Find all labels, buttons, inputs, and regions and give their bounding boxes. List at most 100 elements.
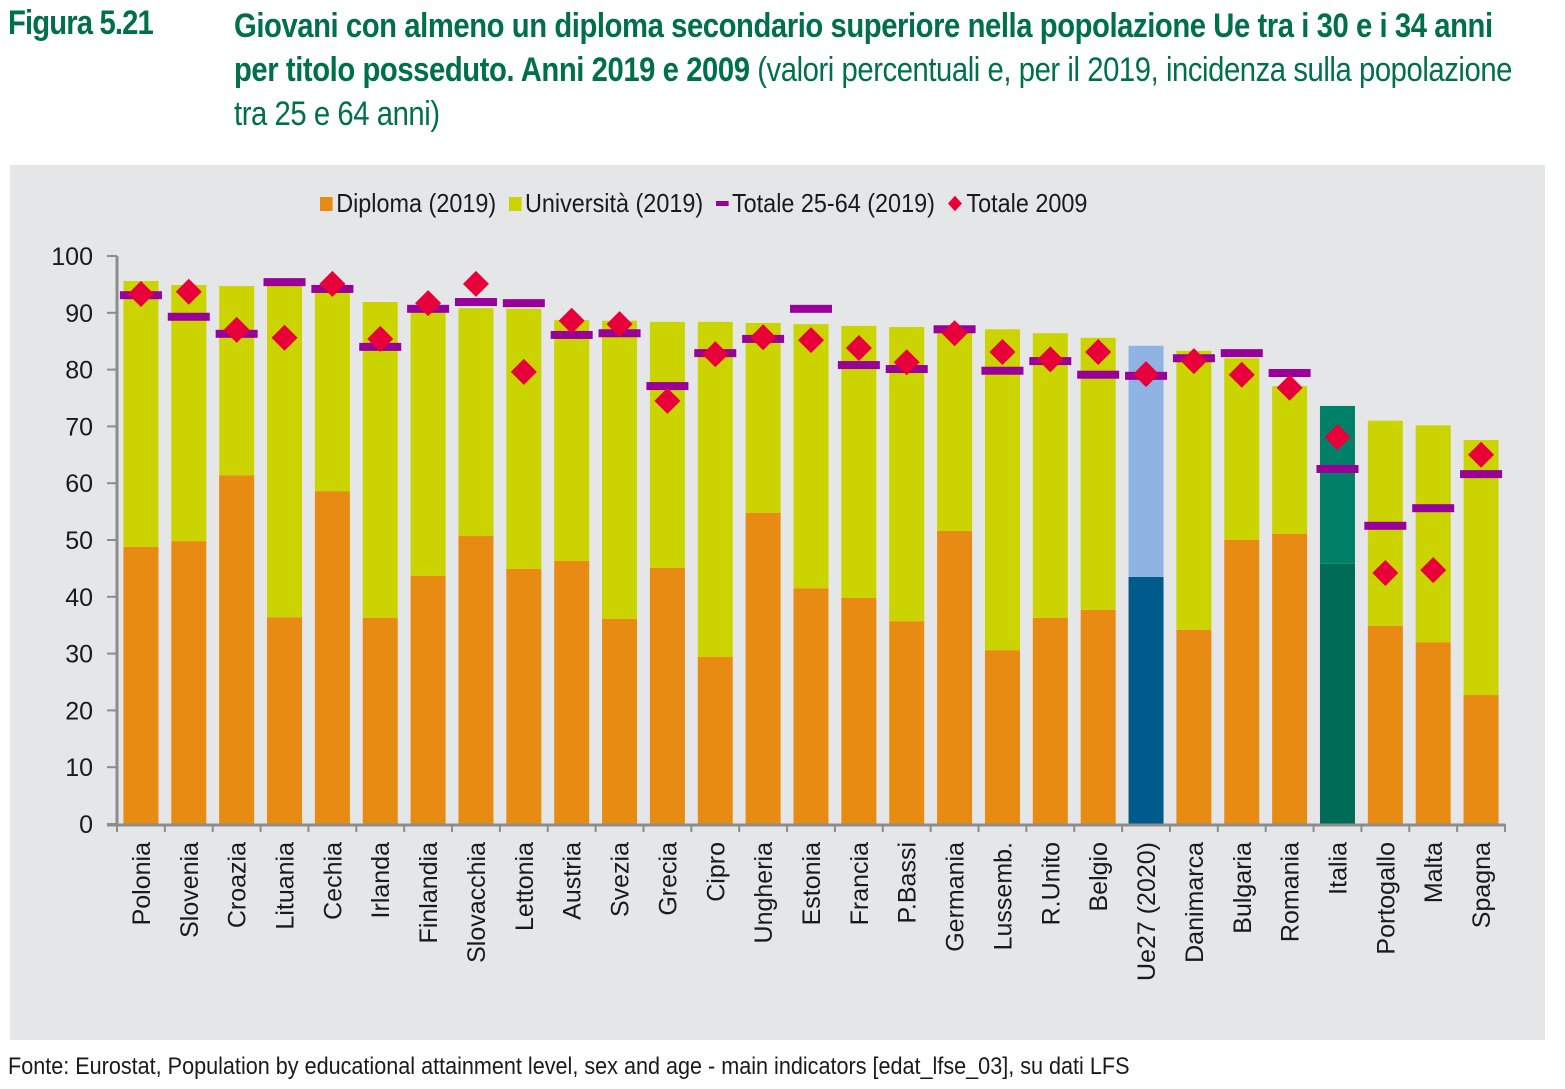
x-tick-label: Finlandia [415, 842, 443, 944]
marker-totale-2009 [798, 327, 824, 354]
bar-diploma [793, 588, 829, 824]
figure-title-main: Giovani con almeno un diploma secondario… [234, 7, 1493, 89]
bar-diploma [937, 530, 973, 824]
bar-universita [602, 320, 638, 619]
y-tick-label: 60 [65, 470, 93, 498]
bar-diploma [841, 597, 877, 824]
marker-totale-2009 [1324, 424, 1351, 451]
bar-diploma [1463, 695, 1499, 824]
bar-universita [314, 291, 350, 492]
marker-totale-2009 [1228, 361, 1255, 388]
bar-diploma [1319, 563, 1355, 824]
x-tick-label: Cechia [319, 842, 347, 920]
bar-diploma [267, 617, 303, 824]
bar-diploma [554, 561, 590, 824]
y-tick-label: 100 [51, 243, 93, 271]
x-tick-label: Francia [846, 842, 874, 925]
bar-diploma [745, 512, 781, 824]
y-tick-label: 90 [65, 300, 93, 328]
marker-totale-2009 [1180, 348, 1207, 375]
marker-totale-2009 [462, 270, 489, 297]
legend-item-diploma: Diploma (2019) [320, 188, 496, 219]
legend-dash-icon [715, 201, 729, 206]
bar-diploma [219, 475, 255, 824]
bar-universita [219, 286, 255, 476]
bar-diploma [984, 650, 1020, 824]
legend-swatch-universita [508, 196, 522, 211]
bar-diploma [602, 618, 638, 824]
x-tick-label: Austria [559, 842, 587, 920]
x-tick-label: Grecia [654, 842, 682, 916]
marker-totale-25-64 [1316, 465, 1359, 473]
marker-totale-2009 [367, 325, 394, 352]
y-tick-label: 10 [65, 754, 93, 782]
x-tick-label: Slovenia [176, 842, 204, 938]
bar-universita [1032, 333, 1068, 618]
bar-diploma [410, 575, 446, 824]
marker-totale-2009 [1037, 346, 1064, 373]
marker-totale-2009 [750, 324, 777, 351]
marker-totale-2009 [1420, 557, 1447, 584]
marker-totale-25-64 [981, 366, 1024, 375]
y-tick-label: 80 [65, 357, 93, 385]
x-tick-label: Cipro [702, 842, 730, 902]
bar-universita [362, 302, 398, 618]
legend-item-universita: Università (2019) [508, 188, 703, 219]
bar-diploma [314, 491, 350, 824]
bar-diploma [1176, 629, 1212, 824]
chart-legend: Diploma (2019) Università (2019) Totale … [320, 188, 1087, 219]
marker-totale-25-64 [1268, 369, 1311, 378]
legend-label-totale-2009: Totale 2009 [966, 188, 1088, 218]
marker-totale-2009 [1085, 338, 1112, 365]
bar-universita [1272, 386, 1308, 534]
marker-totale-25-64 [1077, 370, 1120, 379]
x-tick-label: Ue27 (2020) [1133, 842, 1161, 981]
bar-universita [745, 323, 781, 513]
figure-title-note: (valori percentuali e, per il 2019, inci… [234, 51, 1513, 133]
bar-universita [889, 327, 925, 622]
x-tick-label: Malta [1420, 842, 1448, 903]
legend-label-diploma: Diploma (2019) [336, 188, 497, 218]
marker-totale-2009 [223, 316, 250, 343]
marker-totale-2009 [127, 281, 154, 308]
bar-diploma [458, 536, 494, 824]
legend-swatch-diploma [320, 196, 333, 211]
marker-totale-2009 [606, 311, 633, 338]
bar-universita [458, 308, 494, 537]
x-tick-label: Slovacchia [463, 842, 491, 963]
bar-diploma [697, 657, 733, 824]
bar-universita [937, 329, 973, 531]
y-tick-label: 30 [65, 641, 93, 669]
marker-totale-2009 [271, 324, 298, 351]
x-tick-label: Lituania [272, 842, 300, 930]
figure-title: Giovani con almeno un diploma secondario… [234, 4, 1541, 136]
bar-universita [793, 324, 829, 589]
marker-totale-2009 [845, 335, 872, 362]
marker-totale-2009 [558, 307, 585, 334]
x-tick-label: Polonia [128, 842, 156, 925]
x-tick-label: Danimarca [1181, 842, 1209, 963]
marker-totale-25-64 [502, 299, 545, 308]
bar-universita [171, 284, 207, 542]
x-tick-label: Spagna [1468, 842, 1496, 928]
marker-totale-2009 [1133, 361, 1160, 388]
marker-totale-25-64 [790, 304, 832, 313]
x-tick-label: Italia [1324, 842, 1352, 895]
x-tick-label: Irlanda [367, 842, 395, 919]
marker-totale-25-64 [646, 382, 689, 391]
y-tick-label: 0 [79, 811, 93, 839]
bar-diploma [1415, 642, 1451, 824]
bar-diploma [1128, 576, 1164, 824]
bar-diploma [1224, 540, 1260, 824]
bar-universita [1176, 350, 1212, 630]
marker-totale-25-64 [1412, 504, 1455, 513]
y-tick-label: 20 [65, 697, 93, 725]
marker-totale-25-64 [454, 298, 497, 307]
marker-totale-25-64 [1364, 521, 1407, 530]
legend-label-totale-25-64: Totale 25-64 (2019) [731, 188, 935, 218]
bar-universita [1224, 358, 1260, 540]
marker-totale-2009 [941, 320, 968, 347]
legend-item-totale-2009: Totale 2009 [947, 188, 1087, 219]
bar-universita [123, 280, 159, 547]
